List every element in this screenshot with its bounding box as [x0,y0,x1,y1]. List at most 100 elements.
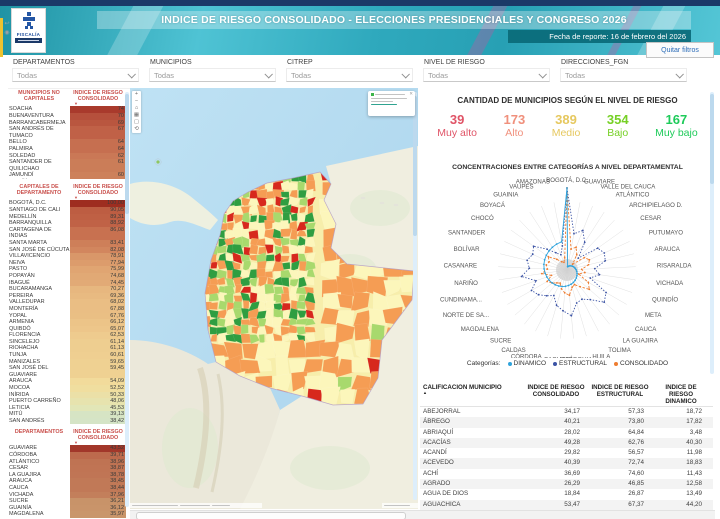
table-row[interactable]: VILLAVICENCIO 78,91 [8,253,126,260]
table-row[interactable]: JAMUNDÍ 60 [8,172,126,179]
table-row[interactable]: ARMENIA 66,12 [8,319,126,326]
table-row[interactable]: AGUACHICA 53,47 67,37 44,20 [420,499,713,510]
table-row[interactable]: SANTANDER DE QUILICHAO 61 [8,159,126,173]
table-row[interactable]: SAN ANDRÉS 38,42 [8,418,126,424]
table-row[interactable]: ABRIAQUÍ 28,02 64,84 3,48 [420,428,713,438]
table-row[interactable]: SINCELEJO 61,14 [8,338,126,346]
filter-dropdown[interactable]: Todas [560,68,687,82]
column-header[interactable]: CALIFICACION MUNICIPIO ▲ [420,382,524,406]
table-row[interactable]: CESAR 38,87 [8,465,126,472]
table-row[interactable]: SOACHA 74 [8,106,126,113]
layers-icon[interactable]: ▦ [133,112,140,118]
map-notification[interactable]: ✕ [368,91,415,116]
table-row[interactable]: ARAUCA 38,45 [8,478,126,485]
table-row[interactable]: POPAYÁN 74,68 [8,272,126,280]
table-row[interactable]: RIOHACHA 61,13 [8,345,126,353]
table-row[interactable]: ACEVEDO 40,39 72,74 18,83 [420,458,713,469]
zoom-in-icon[interactable]: + [134,91,139,97]
table-row[interactable]: CAUCA 38,44 [8,484,126,492]
table-row[interactable]: PUERTO CARREÑO 48,06 [8,398,126,405]
kpi-card-bajo[interactable]: 354 Bajo [607,112,629,139]
sort-icon[interactable]: ▼ [74,195,78,201]
radar-chart[interactable]: BOGOTÁ, D.C. GUAVIARE VALLE DEL CAUCA ATLÁN… [424,172,711,364]
table-row[interactable]: SAN ANDRÉS DE TUMACO 67 [8,126,126,140]
table-row[interactable]: ARAUCA 54,09 [8,378,126,386]
table-row[interactable]: VICHADA 37,96 [8,491,126,499]
table-row[interactable]: IBAGUÉ 74,45 [8,279,126,287]
filter-dropdown[interactable]: Todas [149,68,276,82]
kpi-card-muy-bajo[interactable]: 167 Muy bajo [655,112,698,139]
undo-icon[interactable]: ↩ [4,21,10,27]
table-row[interactable]: BUCARAMANGA 70,27 [8,286,126,293]
info-icon[interactable]: ◉ [4,30,10,36]
table-row[interactable]: SANTA MARTA 83,41 [8,239,126,247]
filter-dropdown[interactable]: Todas [286,68,413,82]
zoom-out-icon[interactable]: − [134,98,139,104]
clear-filters-button[interactable]: Quitar filtros [646,42,714,58]
table-row[interactable]: PASTO 75,99 [8,266,126,273]
radar-legend: Categorías: DINAMICO ESTRUCTURAL CONSOLIDA… [424,360,711,367]
table-row[interactable]: MITÚ 39,13 [8,411,126,418]
horizontal-scrollbar[interactable] [130,510,715,519]
kpi-card-muy-alto[interactable]: 39 Muy alto [437,112,477,139]
table-row[interactable]: FLORENCIA 62,53 [8,332,126,339]
table-row[interactable]: INÍRIDA 50,33 [8,391,126,399]
table-row[interactable]: ACHÍ 36,69 74,60 11,43 [420,469,713,479]
sort-icon[interactable]: ▼ [74,101,78,107]
table-row[interactable]: MAGDALENA 35,97 [8,511,126,518]
table-row[interactable]: SOLEDAD 62 [8,152,126,160]
table-row[interactable]: QUIBDÓ 65,07 [8,325,126,333]
table-row[interactable]: PEREIRA 69,36 [8,292,126,300]
table-row[interactable]: TUNJA 60,61 [8,352,126,359]
table-row[interactable]: YOPAL 67,76 [8,312,126,320]
table-row[interactable]: PALMIRA 64 [8,145,126,153]
sort-icon[interactable]: ▼ [74,440,78,446]
table-row[interactable]: MEDELLÍN 89,31 [8,213,126,221]
column-header[interactable]: INDICE DE RIESGO CONSOLIDADO [527,384,585,398]
column-header[interactable]: INDICE DE RIESGO ESTRUCTURAL [591,384,649,398]
legend-item-consolidado[interactable]: CONSOLIDADO [614,360,668,367]
map-scrollbar[interactable] [413,92,417,500]
legend-item-estructural[interactable]: ESTRUCTURAL [553,360,607,367]
table-row[interactable]: ACANDÍ 29,82 56,57 11,98 [420,448,713,458]
table-row[interactable]: BELLO 64 [8,139,126,146]
table-row[interactable]: SAN JOSÉ DE CÚCUTA 82,08 [8,246,126,254]
extent-icon[interactable]: ▢ [133,119,140,125]
table-row[interactable]: BARRANCABERMEJA 69 [8,119,126,127]
table-row[interactable]: AGUA DE DIOS 18,84 26,87 13,49 [420,489,713,499]
home-icon[interactable]: ⌂ [134,105,139,111]
table-row[interactable]: BUENAVENTURA 70 [8,113,126,120]
right-panel-scrollbar[interactable] [710,92,714,374]
table-row[interactable]: ACACÍAS 49,28 62,76 40,30 [420,437,713,449]
table-row[interactable]: BOGOTÁ, D.C. 100,00 [8,200,126,207]
refresh-icon[interactable]: ⟲ [134,126,139,132]
kpi-card-medio[interactable]: 389 Medio [552,112,581,139]
table-row[interactable]: LA GUAJIRA 38,78 [8,471,126,479]
table-row[interactable]: SUCRE 36,21 [8,498,126,505]
table-row[interactable]: CARTAGENA DE INDIAS 86,08 [8,226,126,240]
table-row[interactable]: BARRANQUILLA 88,92 [8,220,126,227]
table-row[interactable]: SANTIAGO DE CALI 90,05 [8,207,126,214]
table-row[interactable]: VALLEDUPAR 68,02 [8,299,126,306]
table-row[interactable]: ATLÁNTICO 38,96 [8,458,126,466]
table-row[interactable]: AGRADO 26,29 46,85 12,58 [420,479,713,490]
table-row[interactable]: LETICIA 45,53 [8,404,126,412]
table-row[interactable]: ABEJORRAL 34,17 57,33 18,72 [420,407,713,417]
left-panel-scrollbar[interactable] [125,92,129,507]
table-row[interactable]: MOCOA 52,52 [8,385,126,392]
map-panel[interactable] [130,88,418,509]
column-header[interactable]: INDICE DE RIESGO DINAMICO [665,384,697,405]
filter-dropdown[interactable]: Todas [423,68,550,82]
table-row[interactable]: SAN JOSÉ DEL GUAVIARE 59,45 [8,365,126,379]
close-icon[interactable]: ✕ [409,91,413,96]
table-row[interactable]: MONTERÍA 67,88 [8,305,126,313]
table-row[interactable]: GUAINÍA 36,12 [8,504,126,512]
table-row[interactable]: GUAVIARE 43,52 [8,445,126,452]
legend-item-dinamico[interactable]: DINAMICO [507,360,546,367]
table-row[interactable]: MANIZALES 59,65 [8,358,126,366]
kpi-card-alto[interactable]: 173 Alto [503,112,525,139]
table-row[interactable]: ÁBREGO 40,21 73,80 17,82 [420,417,713,428]
filter-dropdown[interactable]: Todas [12,68,139,82]
table-row[interactable]: NEIVA 77,94 [8,259,126,267]
table-row[interactable]: CÓRDOBA 39,71 [8,452,126,459]
